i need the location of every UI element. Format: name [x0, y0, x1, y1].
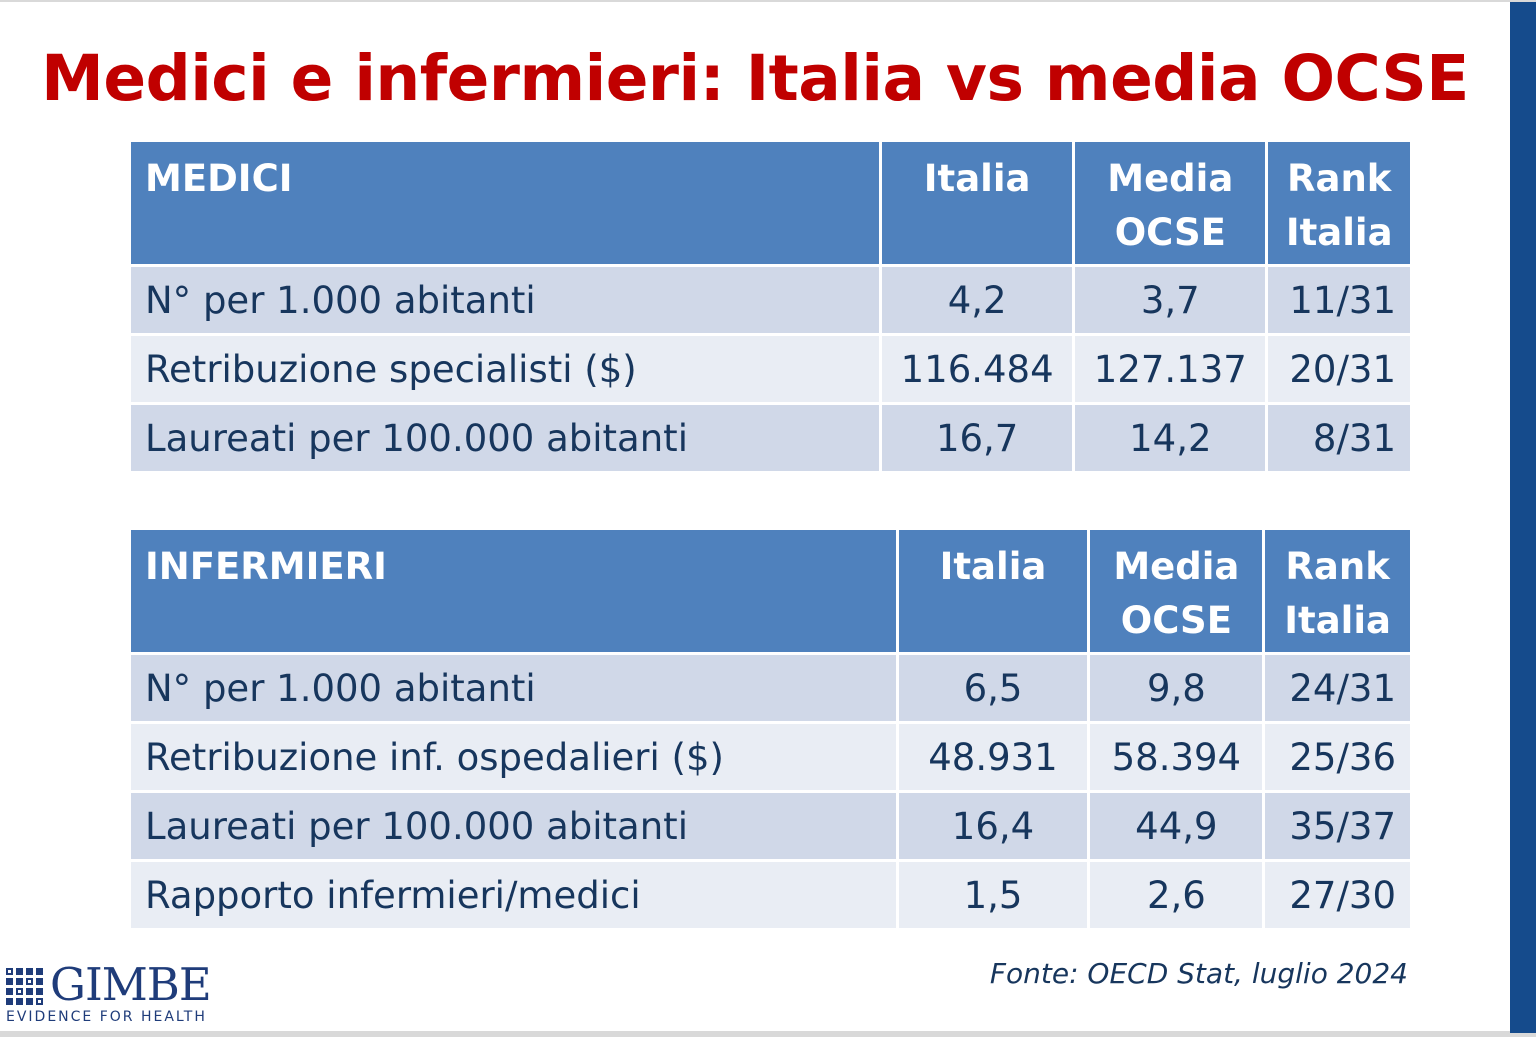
cell-rank: 20/31: [1268, 336, 1410, 402]
source-note: Fonte: OECD Stat, luglio 2024: [989, 957, 1408, 990]
row-label: Laureati per 100.000 abitanti: [131, 405, 880, 471]
header-media-line1: Media: [1113, 545, 1240, 588]
cell-rank: 35/37: [1265, 793, 1410, 859]
table-row: N° per 1.000 abitanti 4,2 3,7 11/31: [131, 267, 1410, 333]
header-media-ocse: Media OCSE: [1090, 530, 1263, 652]
cell-media: 9,8: [1090, 655, 1263, 721]
logo-name: GIMBE: [50, 958, 212, 1011]
header-media-line1: Media: [1107, 157, 1234, 200]
header-media-line2: OCSE: [1114, 211, 1226, 254]
header-italia: Italia: [882, 142, 1073, 264]
header-rank-italia: Rank Italia: [1265, 530, 1410, 652]
table-row: Laureati per 100.000 abitanti 16,7 14,2 …: [131, 405, 1410, 471]
row-label: Retribuzione inf. ospedalieri ($): [131, 724, 896, 790]
row-label: Rapporto infermieri/medici: [131, 862, 896, 928]
medici-table: MEDICI Italia Media OCSE Rank Italia N° pe…: [128, 139, 1413, 474]
table-header-row: INFERMIERI Italia Media OCSE Rank Italia: [131, 530, 1410, 652]
slide-side-bar: [1510, 2, 1536, 1033]
cell-italia: 4,2: [882, 267, 1073, 333]
header-rank-line2: Italia: [1285, 211, 1393, 254]
row-label: Laureati per 100.000 abitanti: [131, 793, 896, 859]
header-media-line2: OCSE: [1120, 599, 1232, 642]
row-label: N° per 1.000 abitanti: [131, 655, 896, 721]
cell-italia: 16,7: [882, 405, 1073, 471]
header-italia: Italia: [898, 530, 1088, 652]
row-label: Retribuzione specialisti ($): [131, 336, 880, 402]
cell-rank: 27/30: [1265, 862, 1410, 928]
cell-rank: 11/31: [1268, 267, 1410, 333]
cell-media: 127.137: [1075, 336, 1266, 402]
cell-italia: 16,4: [898, 793, 1088, 859]
header-rank-italia: Rank Italia: [1268, 142, 1410, 264]
table-row: Laureati per 100.000 abitanti 16,4 44,9 …: [131, 793, 1410, 859]
cell-media: 14,2: [1075, 405, 1266, 471]
table-row: Retribuzione inf. ospedalieri ($) 48.931…: [131, 724, 1410, 790]
table-row: Retribuzione specialisti ($) 116.484 127…: [131, 336, 1410, 402]
header-rank-line2: Italia: [1284, 599, 1392, 642]
header-rank-line1: Rank: [1286, 157, 1392, 200]
cell-italia: 48.931: [898, 724, 1088, 790]
table-row: N° per 1.000 abitanti 6,5 9,8 24/31: [131, 655, 1410, 721]
header-media-ocse: Media OCSE: [1075, 142, 1266, 264]
cell-italia: 6,5: [898, 655, 1088, 721]
header-medici: MEDICI: [131, 142, 880, 264]
cell-media: 44,9: [1090, 793, 1263, 859]
row-label: N° per 1.000 abitanti: [131, 267, 880, 333]
table-header-row: MEDICI Italia Media OCSE Rank Italia: [131, 142, 1410, 264]
gimbe-logo: GIMBE EVIDENCE FOR HEALTH: [6, 958, 216, 1028]
cell-rank: 24/31: [1265, 655, 1410, 721]
infermieri-table: INFERMIERI Italia Media OCSE Rank Italia N…: [128, 527, 1413, 931]
header-infermieri: INFERMIERI: [131, 530, 896, 652]
slide-title: Medici e infermieri: Italia vs media OCS…: [41, 42, 1469, 115]
cell-media: 58.394: [1090, 724, 1263, 790]
cell-italia: 1,5: [898, 862, 1088, 928]
header-rank-line1: Rank: [1285, 545, 1390, 588]
cell-rank: 25/36: [1265, 724, 1410, 790]
table-row: Rapporto infermieri/medici 1,5 2,6 27/30: [131, 862, 1410, 928]
cell-italia: 116.484: [882, 336, 1073, 402]
cell-media: 3,7: [1075, 267, 1266, 333]
logo-tagline: EVIDENCE FOR HEALTH: [6, 1009, 207, 1025]
cell-rank: 8/31: [1268, 405, 1410, 471]
cell-media: 2,6: [1090, 862, 1263, 928]
grid-logo-icon: [6, 968, 43, 1005]
